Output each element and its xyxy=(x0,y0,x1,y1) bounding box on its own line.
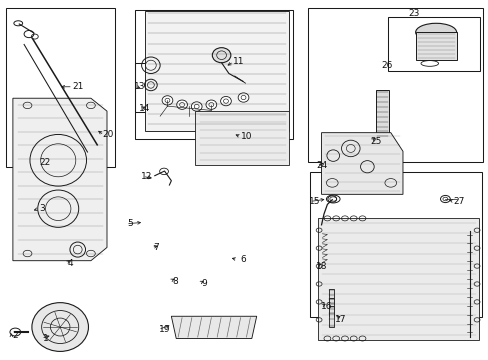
Polygon shape xyxy=(194,111,289,165)
Ellipse shape xyxy=(220,96,231,106)
Text: 11: 11 xyxy=(232,57,244,66)
Ellipse shape xyxy=(162,96,172,105)
Ellipse shape xyxy=(191,102,202,111)
Bar xyxy=(310,172,481,317)
Bar xyxy=(5,8,115,167)
Text: 27: 27 xyxy=(452,197,464,206)
Bar xyxy=(307,8,483,162)
Bar xyxy=(328,298,333,316)
Text: 18: 18 xyxy=(315,262,326,271)
Ellipse shape xyxy=(205,100,216,109)
Text: 20: 20 xyxy=(102,130,113,139)
Text: 5: 5 xyxy=(127,219,133,228)
Ellipse shape xyxy=(32,303,88,351)
Ellipse shape xyxy=(176,100,187,109)
Bar xyxy=(135,10,293,139)
Text: 9: 9 xyxy=(201,279,207,288)
Bar xyxy=(328,306,333,327)
Bar xyxy=(387,17,479,71)
Text: 19: 19 xyxy=(159,325,170,334)
Text: 16: 16 xyxy=(320,302,331,311)
Bar xyxy=(375,90,388,138)
Polygon shape xyxy=(144,11,289,131)
Text: 15: 15 xyxy=(308,197,319,206)
Text: 3: 3 xyxy=(40,204,45,213)
Text: 26: 26 xyxy=(381,61,392,70)
Bar xyxy=(135,63,181,112)
Text: 6: 6 xyxy=(240,255,246,264)
Text: 7: 7 xyxy=(153,243,158,252)
Polygon shape xyxy=(321,133,402,194)
Text: 21: 21 xyxy=(72,82,83,91)
Text: 2: 2 xyxy=(13,332,18,341)
Polygon shape xyxy=(317,218,478,339)
Text: 8: 8 xyxy=(172,276,178,285)
Text: 24: 24 xyxy=(315,161,326,170)
Bar xyxy=(328,289,333,304)
Text: 10: 10 xyxy=(241,132,252,141)
Text: 13: 13 xyxy=(134,82,145,91)
Text: 23: 23 xyxy=(407,9,419,18)
Ellipse shape xyxy=(212,48,230,63)
Text: 17: 17 xyxy=(335,315,346,324)
Text: 12: 12 xyxy=(141,172,152,181)
Text: 22: 22 xyxy=(39,158,50,167)
Ellipse shape xyxy=(238,93,248,102)
Polygon shape xyxy=(13,98,107,261)
Text: 25: 25 xyxy=(370,137,381,146)
Text: 4: 4 xyxy=(67,259,73,268)
Text: 1: 1 xyxy=(43,334,49,343)
Bar xyxy=(415,32,456,60)
Ellipse shape xyxy=(415,23,456,41)
Text: 14: 14 xyxy=(139,104,150,113)
Polygon shape xyxy=(171,316,256,338)
